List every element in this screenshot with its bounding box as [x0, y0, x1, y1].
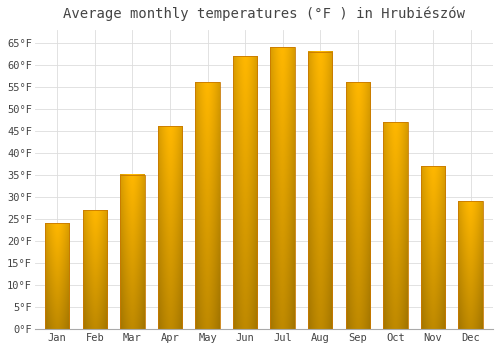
Bar — [346, 82, 370, 329]
Bar — [158, 126, 182, 329]
Bar — [458, 201, 482, 329]
Bar — [82, 210, 107, 329]
Title: Average monthly temperatures (°F ) in Hrubiészów: Average monthly temperatures (°F ) in Hr… — [63, 7, 465, 21]
Bar — [420, 166, 445, 329]
Bar — [45, 223, 70, 329]
Bar — [383, 122, 407, 329]
Bar — [308, 51, 332, 329]
Bar — [270, 47, 295, 329]
Bar — [233, 56, 258, 329]
Bar — [120, 175, 144, 329]
Bar — [196, 82, 220, 329]
